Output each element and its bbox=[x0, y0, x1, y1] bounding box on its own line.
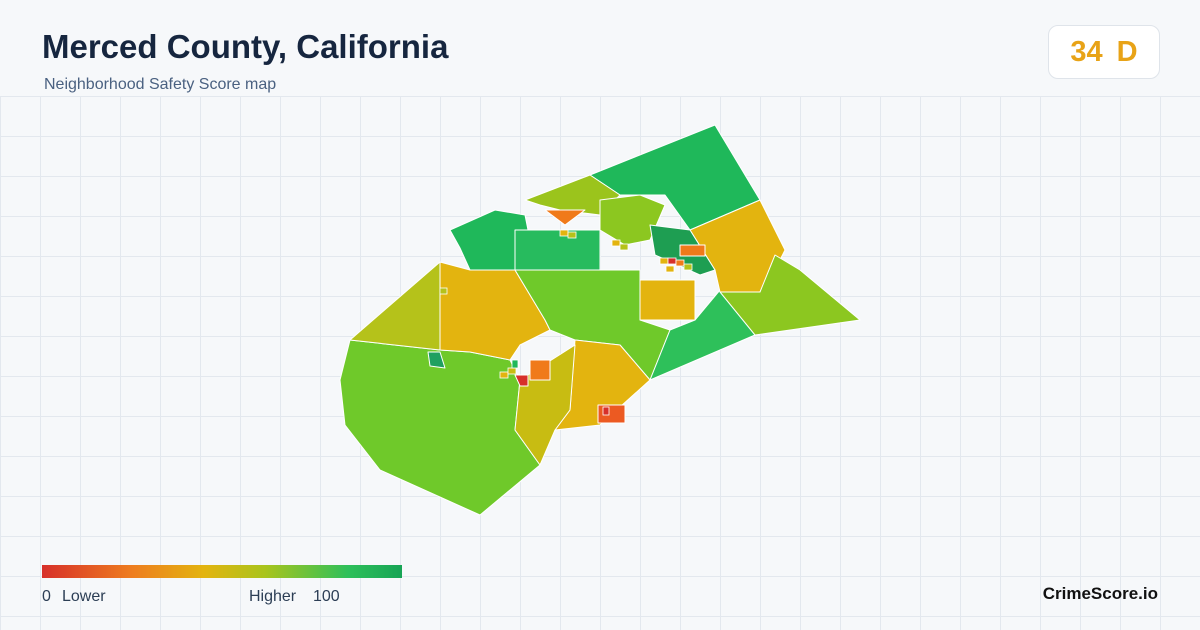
legend-gradient bbox=[42, 565, 402, 578]
region bbox=[514, 229, 601, 271]
region bbox=[514, 374, 529, 387]
tract bbox=[659, 257, 669, 265]
brand: CrimeScore.io bbox=[1042, 584, 1158, 603]
legend-min: 0 bbox=[42, 588, 51, 605]
legend-max-label: Higher bbox=[249, 588, 297, 605]
tract bbox=[511, 359, 519, 369]
tract bbox=[559, 229, 569, 237]
tract bbox=[665, 265, 675, 273]
tract bbox=[667, 257, 677, 265]
region bbox=[349, 261, 441, 351]
tract bbox=[619, 243, 629, 251]
region bbox=[597, 404, 626, 424]
region bbox=[544, 209, 586, 226]
score-badge: 34 D bbox=[1048, 25, 1160, 79]
score-grade: D bbox=[1116, 35, 1138, 68]
region bbox=[599, 194, 666, 246]
tract bbox=[611, 239, 621, 247]
city-tracts bbox=[439, 229, 693, 416]
region bbox=[529, 359, 551, 381]
region bbox=[427, 351, 446, 369]
region bbox=[679, 244, 706, 257]
tract bbox=[507, 367, 517, 375]
tract bbox=[499, 371, 509, 379]
tract bbox=[439, 287, 448, 295]
region bbox=[639, 279, 696, 321]
tract bbox=[675, 259, 685, 267]
legend-max: 100 bbox=[313, 588, 340, 605]
header bbox=[0, 0, 1200, 96]
tract bbox=[683, 263, 693, 271]
title: Merced County, California bbox=[42, 28, 449, 65]
region bbox=[719, 254, 861, 336]
score-value: 34 bbox=[1070, 35, 1103, 68]
tract bbox=[567, 231, 577, 239]
legend-min-label: Lower bbox=[62, 588, 106, 605]
subtitle: Neighborhood Safety Score map bbox=[44, 76, 277, 93]
tract bbox=[602, 406, 610, 416]
regions bbox=[339, 124, 861, 516]
